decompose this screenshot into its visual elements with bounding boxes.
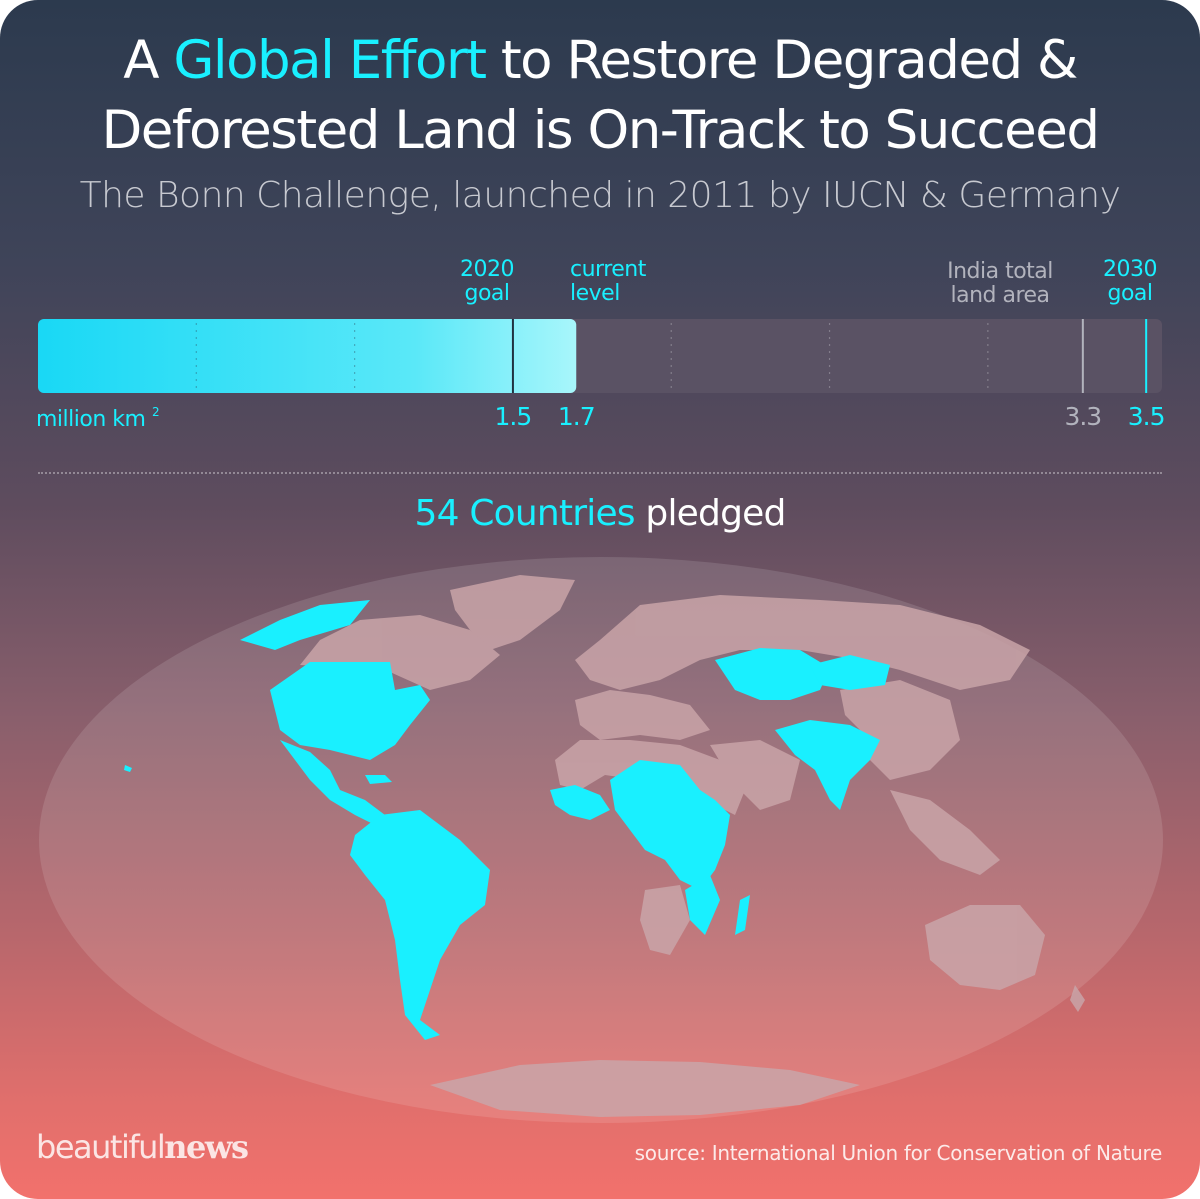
land-europe bbox=[575, 690, 710, 740]
land-australia bbox=[925, 905, 1045, 990]
title-line-1: A Global Effort to Restore Degraded & bbox=[123, 30, 1078, 91]
countries-count: 54 Countries bbox=[414, 493, 635, 534]
progress-bar-chart bbox=[38, 319, 1162, 393]
tick-label-3-3: 3.3 bbox=[1064, 402, 1102, 431]
land-greenland bbox=[450, 575, 575, 650]
pledged-land bbox=[124, 600, 890, 1040]
land-africa-southeast bbox=[685, 875, 720, 935]
subtitle: The Bonn Challenge, launched in 2011 by … bbox=[79, 175, 1121, 216]
land-usa bbox=[270, 662, 430, 760]
title-highlight: Global Effort bbox=[173, 30, 487, 91]
world-map bbox=[39, 557, 1163, 1123]
land-southern-africa bbox=[640, 885, 690, 955]
marker-label-2030-goal: 2030 goal bbox=[1103, 257, 1158, 306]
land-mexico-central bbox=[280, 740, 385, 825]
land-middle-east bbox=[710, 740, 800, 810]
tick-label-1-7: 1.7 bbox=[557, 402, 596, 431]
land-hawaii bbox=[124, 765, 132, 772]
tick-label-3-5: 3.5 bbox=[1127, 402, 1166, 431]
page-title: A Global Effort to Restore Degraded & De… bbox=[0, 26, 1200, 166]
marker-label-2020-goal: 2020 goal bbox=[460, 257, 515, 306]
land-antarctica bbox=[430, 1060, 860, 1117]
bar-markers bbox=[511, 319, 1148, 393]
brand-logo: beautifulnews bbox=[36, 1128, 249, 1166]
marker-label-india-land-area: India total land area bbox=[947, 259, 1053, 308]
land-central-asia bbox=[715, 648, 830, 700]
countries-headline: 54 Countries pledged bbox=[414, 493, 786, 534]
land-eurasia-north bbox=[575, 595, 1030, 690]
land-madagascar bbox=[735, 895, 750, 935]
section-divider bbox=[38, 472, 1162, 474]
bar-fill-current-level bbox=[38, 319, 577, 393]
title-line-2: Deforested Land is On-Track to Succeed bbox=[101, 100, 1100, 161]
land-nz bbox=[1070, 985, 1085, 1012]
tick-label-1-5: 1.5 bbox=[494, 402, 533, 431]
land-alaska bbox=[240, 600, 370, 650]
land-africa-west bbox=[550, 785, 610, 820]
land-se-asia bbox=[890, 790, 1000, 875]
marker-label-current-level: current level bbox=[570, 257, 646, 306]
axis-unit-label: million km 2 bbox=[36, 405, 160, 432]
land-caribbean bbox=[365, 775, 392, 784]
source-credit: source: International Union for Conserva… bbox=[634, 1141, 1163, 1165]
land-mongolia bbox=[810, 655, 890, 690]
land-canada bbox=[300, 615, 500, 690]
land-south-asia bbox=[775, 720, 880, 810]
land-south-america bbox=[350, 810, 490, 1040]
land-africa-central-east bbox=[610, 760, 730, 890]
